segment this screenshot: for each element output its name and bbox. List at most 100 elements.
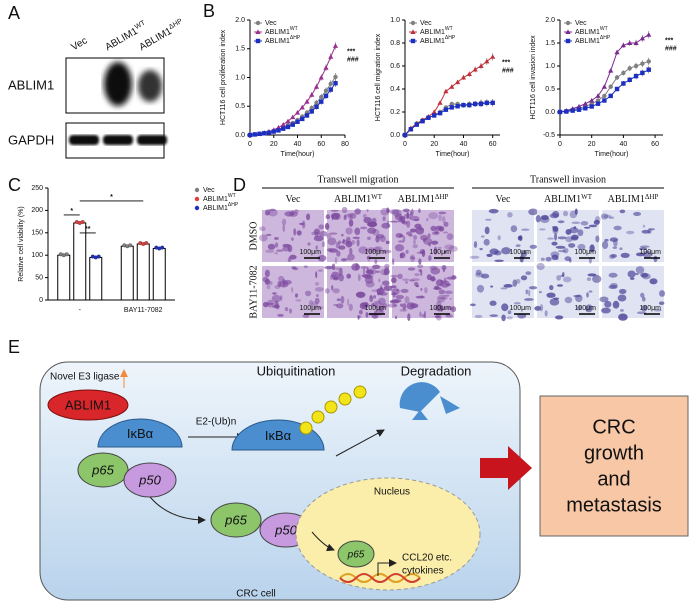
cell-blob: [588, 290, 593, 293]
cell-blob: [528, 286, 538, 290]
cell-blob: [375, 301, 378, 308]
x-tick-label: BAY11-7082: [124, 307, 163, 314]
cell-blob: [367, 227, 377, 234]
cell-blob: [379, 284, 383, 292]
cell-blob: [382, 216, 386, 222]
marker: [309, 92, 315, 97]
p65-label: p65: [224, 512, 247, 527]
cell-blob: [653, 308, 662, 312]
scale-label: 100μm: [639, 249, 661, 256]
cell-blob: [266, 284, 271, 290]
cell-blob: [560, 274, 564, 277]
legend-label-main: ABLIM1: [265, 38, 290, 45]
cell-blob: [635, 272, 639, 276]
legend-label-main: ABLIM1: [203, 196, 228, 203]
cell-blob: [528, 289, 531, 297]
cell-blob: [293, 228, 297, 236]
significance: *: [110, 194, 113, 201]
p50-label: p50: [274, 522, 297, 537]
cell-blob: [412, 244, 418, 249]
cell-blob: [406, 302, 416, 310]
significance: ***: [347, 49, 355, 56]
cell-blob: [641, 296, 646, 302]
marker: [290, 114, 296, 120]
dna: [339, 573, 421, 583]
cell-blob: [640, 272, 649, 278]
marker: [455, 104, 460, 109]
cell-blob: [641, 229, 651, 234]
ablim1-label: ABLIM1: [65, 397, 111, 412]
cell-blob: [512, 279, 518, 287]
significance: ###: [502, 68, 514, 75]
marker: [461, 102, 466, 108]
marker: [255, 20, 261, 26]
cell-blob: [633, 211, 642, 217]
marker: [602, 93, 607, 99]
significance: ###: [665, 46, 677, 53]
cell-blob: [627, 270, 636, 278]
cell-blob: [480, 273, 490, 279]
marker: [300, 116, 305, 122]
cell-blob: [279, 295, 283, 301]
scale-label: 100μm: [364, 305, 386, 312]
x-tick-label: 0: [248, 141, 252, 148]
marker: [620, 42, 626, 48]
y-tick-label: 1.0: [545, 63, 555, 70]
lane-label-sup: ΔHP: [168, 18, 184, 31]
marker: [323, 88, 329, 93]
marker: [443, 107, 449, 112]
cell-blob: [438, 289, 446, 295]
cell-blob: [546, 237, 555, 240]
cell-blob: [341, 258, 347, 262]
marker: [490, 100, 495, 105]
cell-blob: [329, 232, 338, 235]
x-tick-label: 40: [619, 141, 627, 148]
data-point: [128, 243, 133, 248]
marker: [478, 63, 484, 68]
cell-blob: [366, 208, 369, 212]
scale-label: 100μm: [509, 249, 531, 256]
cell-blob: [351, 240, 356, 245]
y-tick-label: 150: [31, 230, 43, 237]
x-tick-label: 20: [588, 141, 596, 148]
cell-blob: [343, 216, 347, 221]
marker: [443, 88, 449, 94]
cell-blob: [402, 302, 407, 311]
cell-blob: [315, 245, 318, 250]
cell-blob: [501, 247, 511, 255]
blot-label: GAPDH: [8, 132, 54, 147]
cell-blob: [571, 234, 579, 240]
cell-blob: [549, 285, 554, 291]
marker: [466, 71, 472, 77]
cell-blob: [369, 295, 374, 303]
x-tick-label: 40: [460, 141, 468, 148]
cell-blob: [617, 294, 627, 302]
column-label: Vec: [496, 194, 512, 205]
cell-blob: [274, 242, 279, 248]
cell-blob: [360, 266, 368, 269]
cell-blob: [424, 287, 428, 294]
x-tick-label: 20: [430, 141, 438, 148]
cell-blob: [326, 233, 332, 239]
cell-blob: [402, 208, 410, 213]
cell-blob: [296, 230, 302, 236]
cell-blob: [410, 228, 417, 233]
marker: [304, 113, 310, 118]
marker: [318, 74, 324, 80]
marker: [614, 86, 620, 92]
cell-blob: [292, 267, 299, 271]
cell-blob: [416, 251, 425, 254]
cell-blob: [608, 284, 618, 290]
marker: [565, 38, 571, 44]
cell-blob: [629, 277, 635, 280]
marker: [621, 81, 626, 86]
cell-blob: [488, 208, 499, 214]
scale-label: 100μm: [429, 305, 451, 312]
legend-label-sup: WT: [600, 26, 608, 32]
cell-blob: [445, 283, 451, 286]
cell-blob: [397, 219, 404, 223]
y-tick-label: 0.0: [235, 132, 245, 139]
cell-blob: [618, 288, 627, 294]
cell-blob: [364, 276, 374, 284]
legend-label: ABLIM1WT: [265, 26, 298, 36]
